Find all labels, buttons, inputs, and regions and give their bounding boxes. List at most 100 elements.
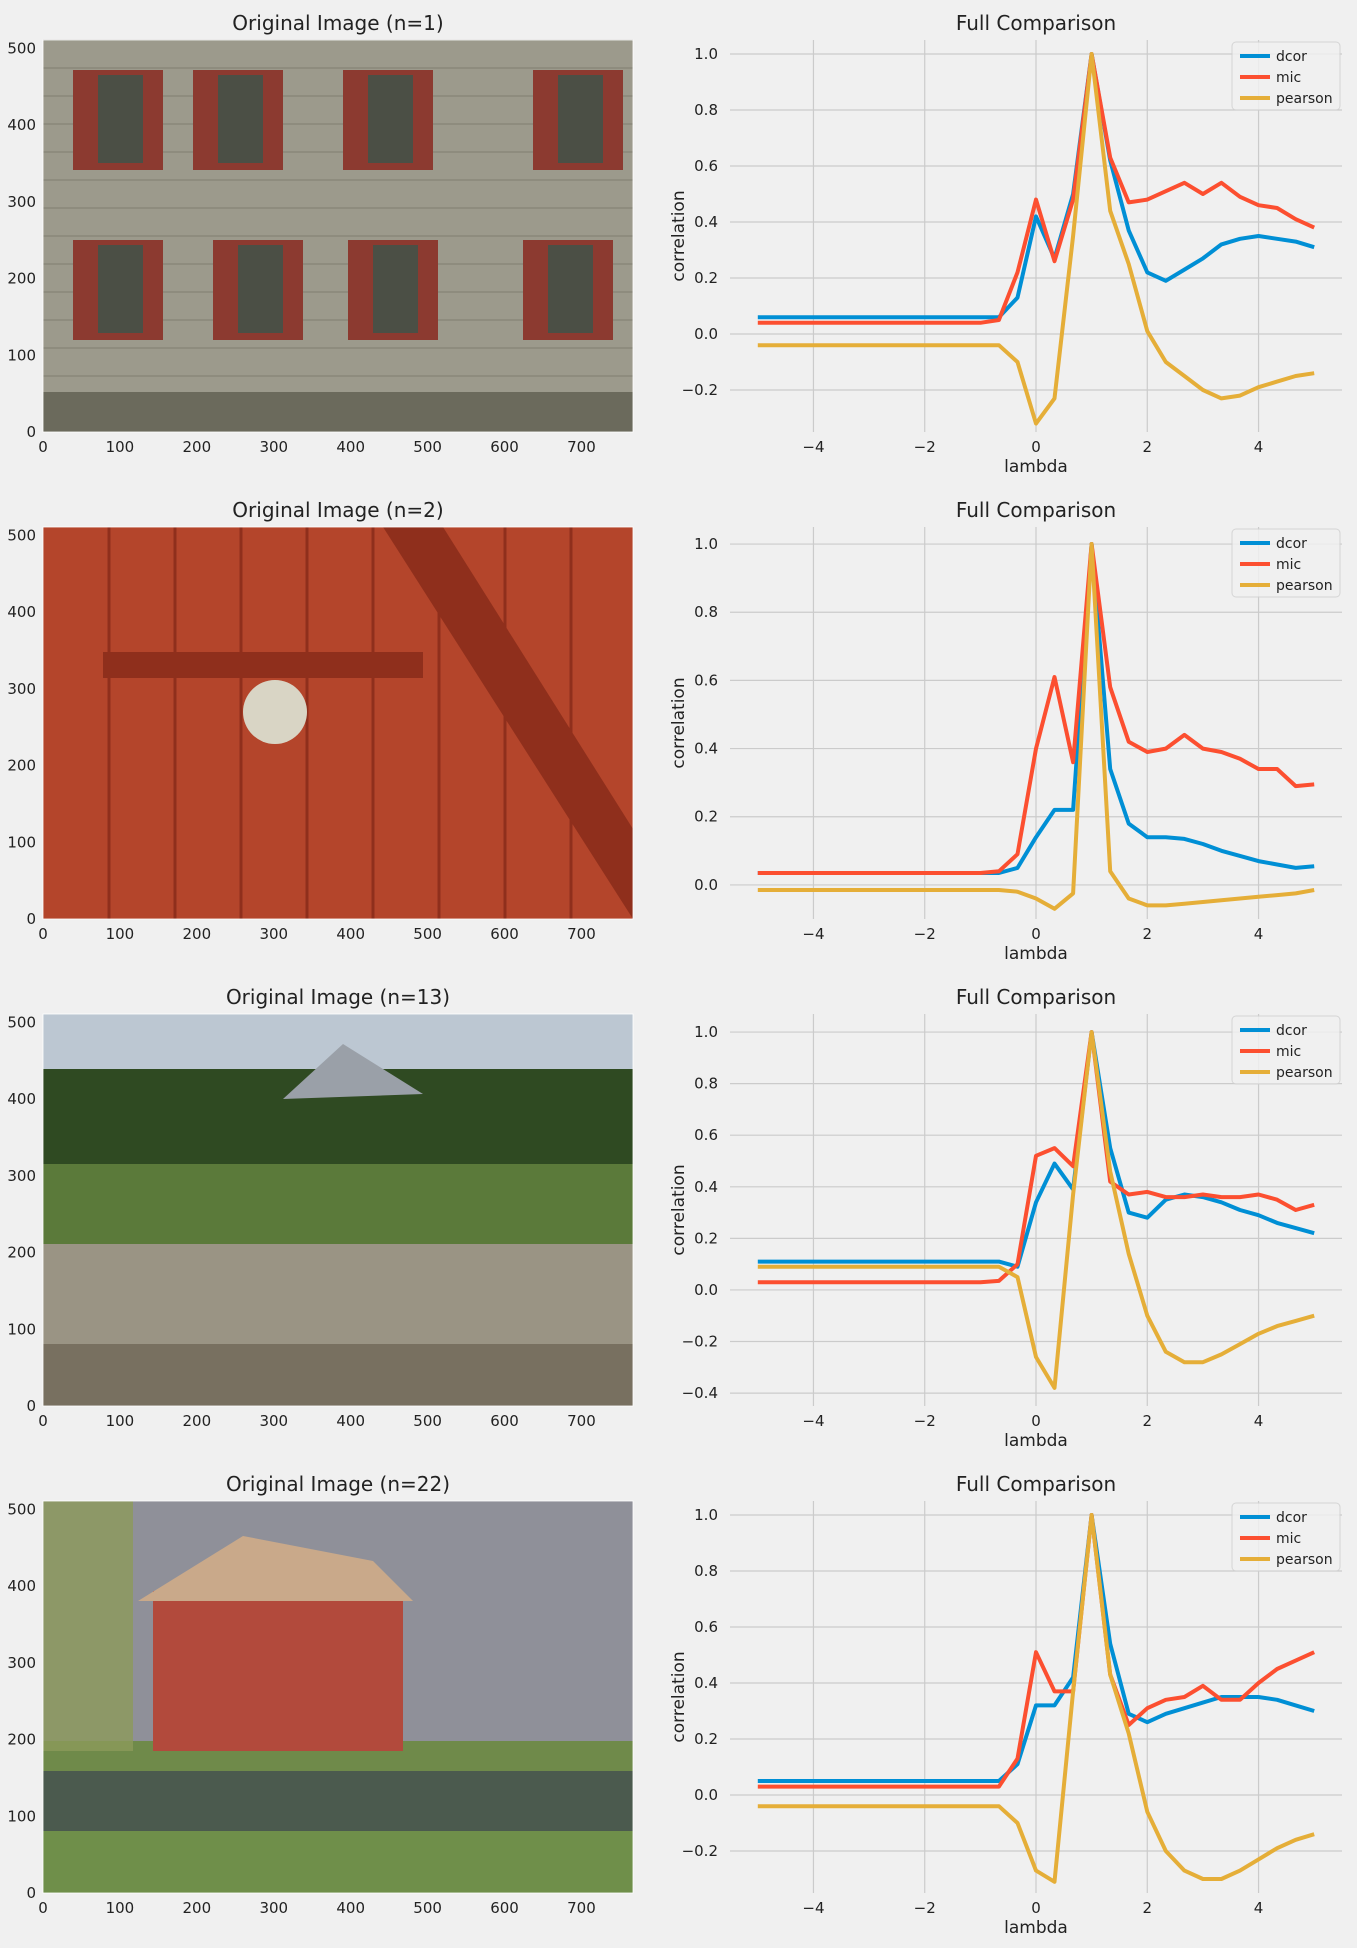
image-y-tick-label: 200 (7, 270, 36, 288)
tree (43, 1501, 133, 1751)
window (373, 245, 418, 333)
image-frame (42, 1500, 634, 1894)
legend-label: dcor (1276, 1510, 1307, 1526)
image-y-tick-label: 200 (7, 1731, 36, 1749)
x-tick-label: 4 (1254, 925, 1264, 943)
x-axis-label: lambda (1004, 944, 1068, 964)
y-tick-label: −0.2 (682, 1333, 718, 1351)
image-x-tick-label: 200 (183, 438, 212, 456)
meadow (43, 1164, 633, 1254)
image-x-tick-label: 0 (38, 925, 48, 943)
legend-box (1231, 41, 1341, 111)
image-x-tick-label: 700 (567, 1412, 596, 1430)
pearson-line (757, 1513, 1315, 1884)
image-frame (42, 526, 634, 920)
y-tick-label: 0.2 (694, 269, 718, 287)
series-lines (757, 52, 1316, 426)
image-x-tick-label: 0 (38, 1899, 48, 1917)
image-x-tick-label: 200 (183, 1899, 212, 1917)
x-tick-label: 2 (1142, 925, 1152, 943)
y-tick-label: 0.4 (694, 740, 718, 758)
image-panel: Original Image (n=2) 0 100 200 300 400 500 600 7… (7, 498, 634, 943)
x-tick-label: 0 (1031, 1412, 1041, 1430)
y-tick-label: 0.0 (694, 1281, 718, 1299)
red-barn-photo (43, 1501, 633, 1893)
x-tick-label: −4 (802, 1899, 824, 1917)
image-y-tick-label: 400 (7, 1090, 36, 1108)
image-y-tick-label: 400 (7, 603, 36, 621)
x-tick-label: 4 (1254, 1899, 1264, 1917)
y-tick-label: 0.8 (694, 1075, 718, 1093)
series-lines (757, 542, 1315, 911)
image-x-tick-label: 400 (336, 925, 365, 943)
legend-label: mic (1276, 1531, 1301, 1547)
pearson-line (757, 542, 1315, 911)
mountain (283, 1044, 423, 1099)
x-tick-label: −2 (914, 1899, 936, 1917)
window (98, 75, 143, 163)
image-x-tick-label: 700 (567, 438, 596, 456)
mic-line (757, 1030, 1315, 1285)
chart-title: Full Comparison (956, 985, 1116, 1009)
y-tick-label: 0.4 (694, 1178, 718, 1196)
riverbank (43, 1344, 633, 1406)
x-tick-label: 0 (1031, 438, 1041, 456)
image-y-tick-label: 300 (7, 680, 36, 698)
y-tick-label: 0.4 (694, 1674, 718, 1692)
x-tick-label: 2 (1142, 438, 1152, 456)
image-x-tick-label: 600 (490, 925, 519, 943)
y-tick-label: −0.4 (682, 1384, 718, 1402)
dcor-line (757, 1030, 1315, 1269)
image-y-tick-label: 100 (7, 833, 36, 851)
image-x-tick-label: 300 (259, 1412, 288, 1430)
legend-box (1231, 1015, 1341, 1085)
x-tick-label: 0 (1031, 1899, 1041, 1917)
y-tick-label: −0.2 (682, 381, 718, 399)
image-x-tick-label: 300 (259, 438, 288, 456)
y-tick-label: 0.8 (694, 603, 718, 621)
building-facade-photo (43, 39, 633, 432)
image-x-tick-label: 600 (490, 1412, 519, 1430)
image-y-tick-label: 300 (7, 1654, 36, 1672)
legend-box (1231, 528, 1341, 598)
legend-label: dcor (1276, 1023, 1307, 1039)
y-tick-label: 0.0 (694, 325, 718, 343)
chart-panel: Full Comparison −4 −2 0 2 4 −0.4 −0.2 0.0 0.2 0.4 0… (669, 985, 1342, 1451)
x-tick-label: −4 (802, 925, 824, 943)
image-y-tick-label: 300 (7, 193, 36, 211)
barn-wall (153, 1591, 403, 1751)
image-x-tick-label: 600 (490, 1899, 519, 1917)
image-y-tick-label: 0 (26, 1884, 36, 1902)
y-tick-label: 0.8 (694, 101, 718, 119)
y-tick-label: 1.0 (694, 1506, 718, 1524)
mic-line (757, 52, 1316, 325)
y-tick-label: −0.2 (682, 1842, 718, 1860)
series-lines (757, 1030, 1315, 1390)
y-tick-label: 0.2 (694, 1229, 718, 1247)
legend-label: mic (1276, 1044, 1301, 1060)
gridlines (730, 1014, 1342, 1406)
legend: dcor mic pearson (1231, 528, 1341, 598)
image-x-tick-label: 0 (38, 1412, 48, 1430)
y-axis-label: correlation (669, 1164, 689, 1255)
image-x-tick-label: 0 (38, 438, 48, 456)
image-title: Original Image (n=1) (232, 11, 443, 35)
ground (43, 392, 633, 432)
x-tick-label: 4 (1254, 438, 1264, 456)
legend-label: mic (1276, 70, 1301, 86)
y-axis-label: correlation (669, 677, 689, 768)
dcor-line (757, 52, 1315, 320)
legend-label: pearson (1276, 578, 1333, 594)
legend-label: pearson (1276, 1552, 1333, 1568)
y-tick-label: 0.8 (694, 1562, 718, 1580)
pearson-line (757, 1030, 1315, 1390)
image-frame (42, 1013, 634, 1407)
image-y-tick-label: 500 (7, 39, 36, 57)
image-x-tick-label: 700 (567, 1899, 596, 1917)
y-tick-label: 0.6 (694, 157, 718, 175)
legend-label: pearson (1276, 1065, 1333, 1081)
y-tick-label: 0.0 (694, 876, 718, 894)
image-y-tick-label: 0 (26, 1397, 36, 1415)
x-tick-label: −4 (802, 1412, 824, 1430)
legend-label: mic (1276, 557, 1301, 573)
